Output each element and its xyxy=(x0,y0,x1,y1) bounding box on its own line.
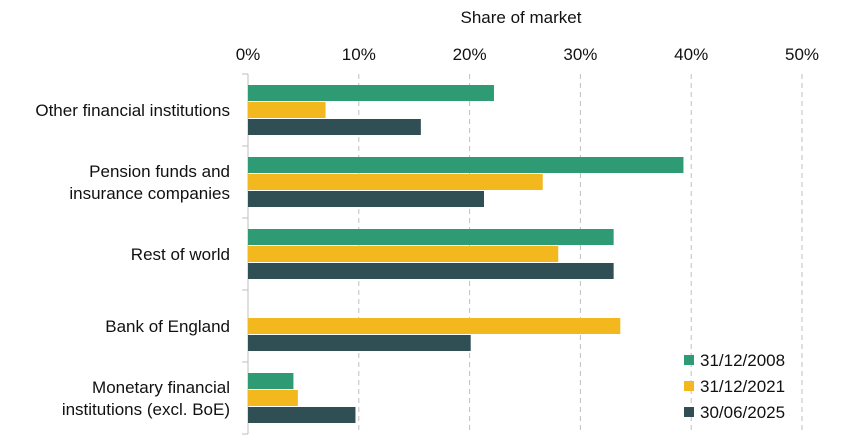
x-tick-label: 20% xyxy=(453,45,487,64)
category-label: Pension funds and xyxy=(89,162,230,181)
legend-swatch xyxy=(684,381,694,391)
bar xyxy=(248,191,485,207)
bar xyxy=(248,318,621,334)
category-label: institutions (excl. BoE) xyxy=(62,400,230,419)
bar xyxy=(248,119,421,135)
category-label: Monetary financial xyxy=(92,378,230,397)
legend: 31/12/2008 31/12/2021 30/06/2025 xyxy=(684,351,785,422)
bar xyxy=(248,229,614,245)
bar xyxy=(248,263,614,279)
x-tick-label: 10% xyxy=(342,45,376,64)
x-axis-ticks: 0% 10% 20% 30% 40% 50% xyxy=(236,45,819,64)
category-label: Rest of world xyxy=(131,245,230,264)
bar xyxy=(248,85,494,101)
x-tick-label: 30% xyxy=(563,45,597,64)
bar xyxy=(248,407,356,423)
bar xyxy=(248,157,684,173)
x-tick-label: 40% xyxy=(674,45,708,64)
category-label: Bank of England xyxy=(105,317,230,336)
category-label: insurance companies xyxy=(69,184,230,203)
bar xyxy=(248,174,543,190)
bar xyxy=(248,390,298,406)
bar xyxy=(248,102,326,118)
x-tick-label: 0% xyxy=(236,45,261,64)
bar xyxy=(248,246,559,262)
legend-label: 31/12/2021 xyxy=(700,377,785,396)
x-axis-title: Share of market xyxy=(461,8,582,27)
category-label: Other financial institutions xyxy=(35,101,230,120)
bar xyxy=(248,373,294,389)
bars xyxy=(248,85,684,423)
legend-swatch xyxy=(684,355,694,365)
legend-label: 31/12/2008 xyxy=(700,351,785,370)
x-tick-label: 50% xyxy=(785,45,819,64)
legend-label: 30/06/2025 xyxy=(700,403,785,422)
legend-swatch xyxy=(684,407,694,417)
bar xyxy=(248,335,471,351)
category-axis: Other financial institutions Pension fund… xyxy=(35,73,249,435)
